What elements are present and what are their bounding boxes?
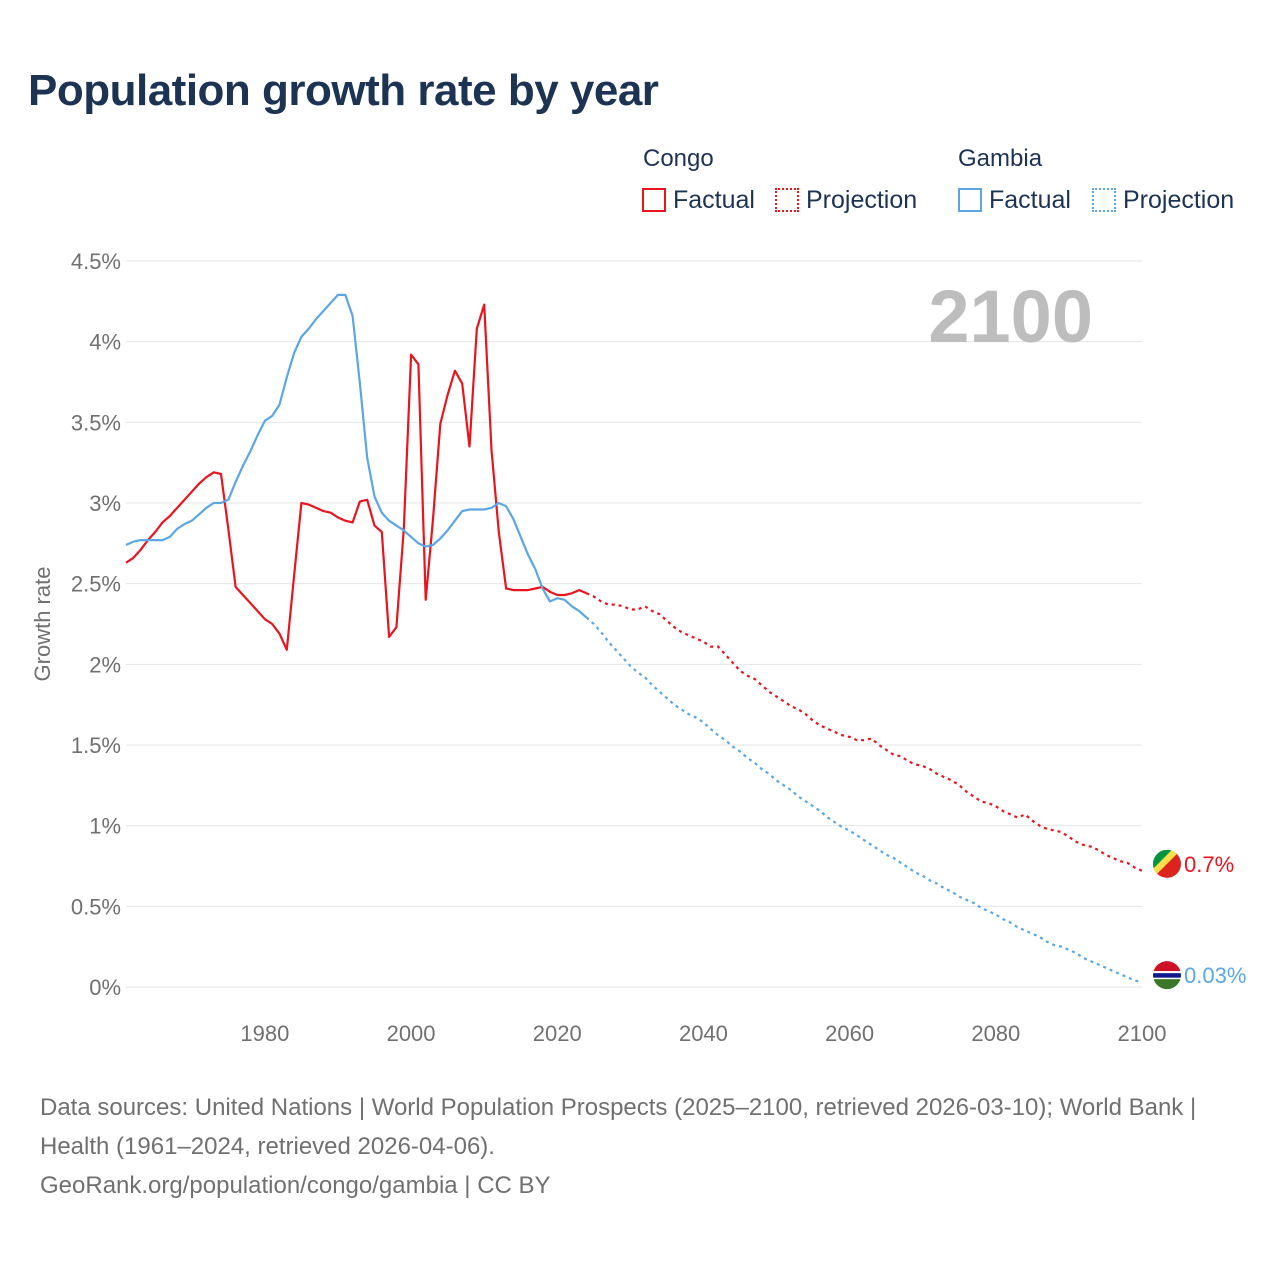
data-sources: Data sources: United Nations | World Pop… (40, 1088, 1240, 1205)
chart-title: Population growth rate by year (28, 66, 659, 115)
legend-congo-projection[interactable]: Projection (775, 186, 917, 214)
y-tick-label: 2.5% (71, 572, 121, 597)
legend-swatch-solid-icon (642, 188, 666, 212)
congo-end-value-label: 0.7% (1184, 852, 1234, 877)
sources-link[interactable]: GeoRank.org/population/congo/gambia | CC… (40, 1172, 551, 1199)
y-tick-label: 3% (89, 491, 121, 516)
y-tick-label: 2% (89, 652, 121, 677)
x-axis-ticks: 1980 2000 2020 2040 2060 2080 2100 (240, 1021, 1166, 1046)
x-tick-label: 2040 (679, 1021, 728, 1046)
sources-text: Data sources: United Nations | World Pop… (40, 1094, 1197, 1160)
legend-group-gambia: Gambia (958, 145, 1043, 172)
legend-gambia-projection[interactable]: Projection (1092, 186, 1234, 214)
legend-swatch-dotted-icon (1092, 188, 1116, 212)
y-axis-ticks: 0% 0.5% 1% 1.5% 2% 2.5% 3% 3.5% 4% 4.5% (71, 249, 121, 1000)
gambia-projection-line[interactable] (585, 616, 1143, 984)
legend-label: Projection (1123, 185, 1235, 214)
y-tick-label: 1% (89, 814, 121, 839)
congo-projection-line[interactable] (586, 592, 1143, 872)
legend-swatch-dotted-icon (775, 188, 799, 212)
series-lines (125, 293, 1143, 984)
congo-flag-icon (1153, 849, 1181, 878)
x-tick-label: 2060 (825, 1021, 874, 1046)
gambia-factual-line[interactable] (125, 293, 588, 619)
year-label: 2100 (928, 275, 1093, 358)
legend-swatch-solid-icon (958, 188, 982, 212)
end-flags: 0.7% 0.03% (1153, 849, 1246, 990)
legend-congo-factual[interactable]: Factual (642, 186, 755, 214)
x-tick-label: 1980 (240, 1021, 289, 1046)
x-tick-label: 2020 (533, 1021, 582, 1046)
y-axis-label: Growth rate (30, 567, 55, 682)
gambia-flag-icon (1153, 961, 1181, 990)
x-tick-label: 2000 (387, 1021, 436, 1046)
gridlines (126, 260, 1142, 988)
y-tick-label: 1.5% (71, 733, 121, 758)
y-tick-label: 4.5% (71, 249, 121, 274)
legend-group-congo: Congo (643, 145, 714, 172)
legend-label: Projection (806, 185, 918, 214)
legend-label: Factual (989, 185, 1071, 214)
y-tick-label: 0.5% (71, 894, 121, 919)
y-tick-label: 4% (89, 330, 121, 355)
legend-gambia-factual[interactable]: Factual (958, 186, 1071, 214)
x-tick-label: 2100 (1118, 1021, 1167, 1046)
gambia-end-value-label: 0.03% (1184, 963, 1246, 988)
congo-factual-line[interactable] (125, 303, 587, 651)
y-tick-label: 3.5% (71, 410, 121, 435)
x-tick-label: 2080 (971, 1021, 1020, 1046)
y-tick-label: 0% (89, 975, 121, 1000)
legend-label: Factual (673, 185, 755, 214)
